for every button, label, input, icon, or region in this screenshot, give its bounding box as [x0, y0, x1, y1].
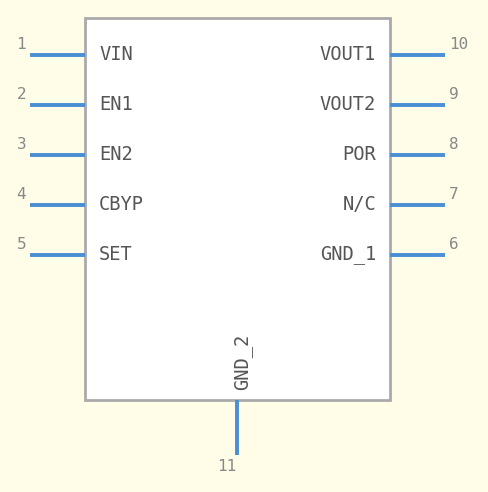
- Text: 6: 6: [449, 237, 459, 252]
- Text: 8: 8: [449, 137, 459, 152]
- Text: VIN: VIN: [99, 45, 133, 64]
- Text: 10: 10: [449, 37, 468, 52]
- Text: EN2: EN2: [99, 146, 133, 164]
- Text: 9: 9: [449, 87, 459, 102]
- Text: 3: 3: [17, 137, 26, 152]
- Text: GND_2: GND_2: [233, 334, 252, 390]
- Text: N/C: N/C: [342, 195, 376, 215]
- Text: CBYP: CBYP: [99, 195, 144, 215]
- Text: GND_1: GND_1: [320, 246, 376, 265]
- Text: VOUT2: VOUT2: [320, 95, 376, 115]
- Text: 11: 11: [217, 459, 237, 474]
- Text: POR: POR: [342, 146, 376, 164]
- Text: 1: 1: [17, 37, 26, 52]
- Text: 7: 7: [449, 187, 459, 202]
- Bar: [85, 18, 390, 400]
- Text: EN1: EN1: [99, 95, 133, 115]
- Text: SET: SET: [99, 246, 133, 265]
- Text: 4: 4: [17, 187, 26, 202]
- Text: VOUT1: VOUT1: [320, 45, 376, 64]
- Text: 5: 5: [17, 237, 26, 252]
- Text: 2: 2: [17, 87, 26, 102]
